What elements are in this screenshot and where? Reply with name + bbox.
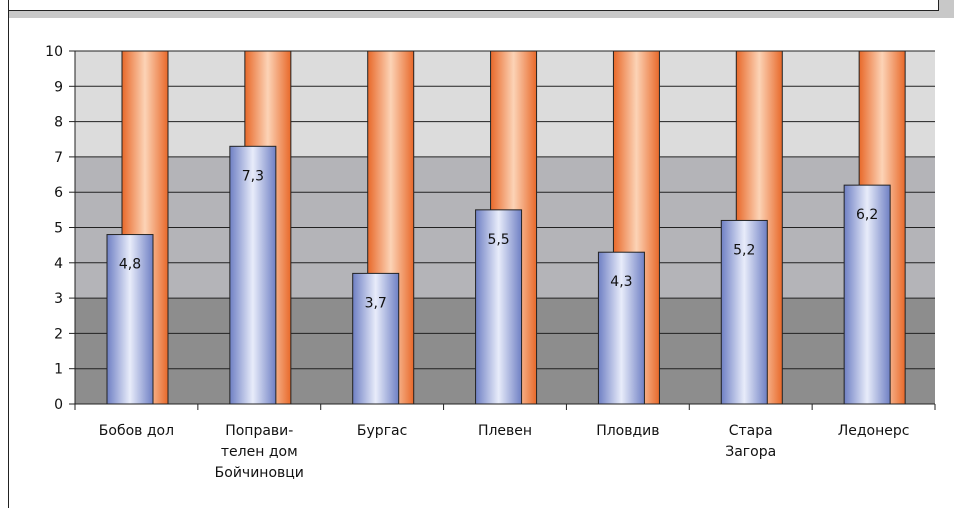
left-frame-line — [8, 0, 9, 508]
category-label-1-2: Бойчиновци — [215, 465, 304, 481]
y-tick-label-2: 2 — [54, 326, 63, 342]
data-label-5: 5,2 — [733, 242, 755, 258]
data-label-3: 5,5 — [487, 232, 509, 248]
y-tick-label-6: 6 — [54, 185, 63, 201]
y-tick-label-9: 9 — [54, 79, 63, 95]
y-tick-label-5: 5 — [54, 221, 63, 237]
bar-blue-2 — [352, 272, 400, 405]
data-label-1: 7,3 — [242, 168, 264, 184]
header-frame-inner — [8, 0, 939, 11]
bar-blue-3 — [475, 209, 523, 405]
category-label-2-0: Бургас — [357, 423, 407, 439]
bars — [106, 50, 906, 405]
y-tick-label-0: 0 — [54, 397, 63, 413]
category-label-4-0: Пловдив — [596, 423, 659, 439]
labels: 0 1 2 3 4 5 6 7 8 9 10 Бобов дол Поправи-телен дом Бо… — [45, 44, 909, 481]
y-tick-label-10: 10 — [45, 44, 63, 60]
data-label-2: 3,7 — [365, 295, 387, 311]
bar-blue-6 — [843, 184, 891, 405]
category-label-5-1: Загора — [725, 444, 776, 460]
category-label-3-0: Плевен — [478, 423, 532, 439]
y-tick-label-1: 1 — [54, 362, 63, 378]
axes — [69, 50, 936, 410]
y-tick-label-4: 4 — [54, 256, 63, 272]
y-tick-label-8: 8 — [54, 115, 63, 131]
header-frame — [8, 0, 954, 18]
bar-blue-4 — [597, 251, 645, 405]
bar-blue-5 — [720, 219, 768, 405]
data-label-4: 4,3 — [610, 274, 632, 290]
y-tick-label-7: 7 — [54, 150, 63, 166]
category-label-0-0: Бобов дол — [99, 423, 174, 439]
category-label-1-0: Поправи- — [225, 423, 293, 439]
data-label-0: 4,8 — [119, 257, 141, 273]
category-label-1-1: телен дом — [221, 444, 298, 460]
y-tick-label-3: 3 — [54, 291, 63, 307]
data-label-6: 6,2 — [856, 207, 878, 223]
category-label-5-0: Стара — [729, 423, 773, 439]
category-label-6-0: Ледонерс — [838, 423, 910, 439]
bar-blue-1 — [229, 145, 277, 405]
